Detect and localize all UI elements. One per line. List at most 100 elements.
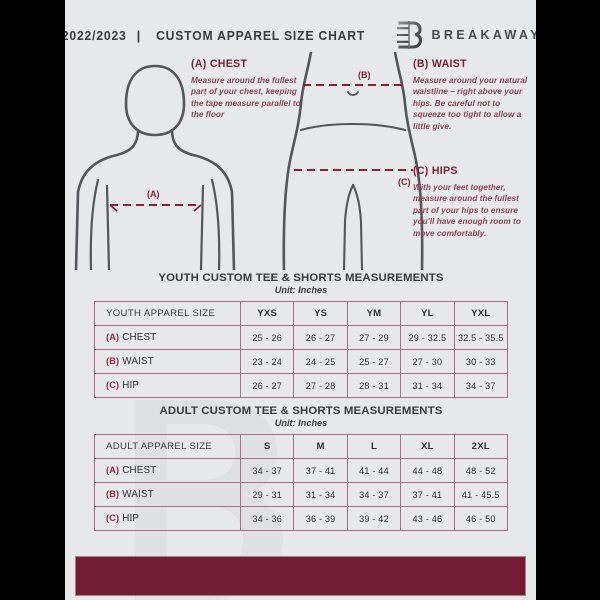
adult-row-1-name: WAIST: [122, 489, 154, 500]
brand-name: BREAKAWAY: [431, 28, 536, 42]
callout-hips: (C) HIPS With your feet together, measur…: [413, 165, 535, 239]
youth-table-title: YOUTH CUSTOM TEE & SHORTS MEASUREMENTS: [158, 272, 444, 284]
adult-col-2: L: [346, 434, 402, 459]
adult-row-1-label: (B) WAIST: [94, 482, 241, 507]
youth-size-table: YOUTH APPAREL SIZE YXS YS YM YL YXL (A) C…: [94, 301, 509, 398]
adult-cell-2-1: 36 - 39: [293, 506, 348, 531]
table-row: (B) WAIST 29 - 31 31 - 34 34 - 37 37 - 41…: [94, 482, 509, 507]
youth-cell-2-2: 28 - 31: [346, 373, 402, 398]
adult-cell-0-2: 41 - 44: [346, 458, 402, 483]
chest-measure-line: [109, 203, 202, 212]
callout-chest-heading: (A) CHEST: [191, 58, 248, 70]
youth-row-0-label: (A) CHEST: [94, 325, 241, 350]
youth-col-0: YXS: [239, 301, 295, 326]
adult-cell-0-1: 37 - 41: [293, 458, 348, 483]
adult-cell-1-4: 41 - 45.5: [453, 482, 509, 507]
adult-row-header-label: ADULT APPAREL SIZE: [94, 434, 241, 459]
adult-cell-1-3: 37 - 41: [400, 482, 455, 507]
lower-body-figure: [282, 52, 424, 270]
table-header-row: ADULT APPAREL SIZE S M L XL 2XL: [94, 434, 509, 459]
youth-cell-0-0: 25 - 26: [239, 325, 295, 350]
adult-row-2-name: HIP: [122, 513, 140, 524]
adult-col-4: 2XL: [453, 434, 509, 459]
adult-cell-2-0: 34 - 36: [239, 506, 295, 531]
youth-row-1-label: (B) WAIST: [94, 349, 241, 374]
table-header-row: YOUTH APPAREL SIZE YXS YS YM YL YXL: [94, 301, 509, 326]
youth-table-unit: Unit: Inches: [274, 285, 328, 295]
size-chart-page: 2022/2023 | CUSTOM APPAREL SIZE CHART: [65, 0, 536, 600]
breakaway-b-monogram-icon: [397, 21, 423, 49]
adult-cell-2-4: 46 - 50: [453, 506, 509, 531]
youth-cell-2-4: 34 - 37: [453, 373, 509, 398]
waist-marker-label: (B): [358, 70, 371, 80]
callout-chest-body: Measure around the fullest part of your …: [191, 76, 301, 120]
adult-cell-0-0: 34 - 37: [239, 458, 295, 483]
youth-cell-2-3: 31 - 34: [400, 373, 455, 398]
table-row: (B) WAIST 23 - 24 24 - 25 25 - 27 27 - 30…: [94, 349, 509, 374]
adult-cell-2-3: 43 - 46: [400, 506, 455, 531]
youth-cell-2-1: 27 - 28: [293, 373, 348, 398]
youth-col-4: YXL: [453, 301, 509, 326]
upper-body-figure: [74, 64, 236, 270]
youth-cell-1-2: 25 - 27: [346, 349, 402, 374]
adult-cell-1-0: 29 - 31: [239, 482, 295, 507]
header-season: 2022/2023: [65, 27, 127, 43]
adult-measurements-section: ADULT CUSTOM TEE & SHORTS MEASUREMENTS U…: [94, 405, 509, 531]
adult-col-1: M: [293, 434, 348, 459]
youth-cell-0-3: 29 - 32.5: [400, 325, 455, 350]
body-figures: (A) (B) (C): [74, 52, 424, 270]
table-row: (A) CHEST 34 - 37 37 - 41 41 - 44 44 - 48…: [94, 458, 509, 483]
adult-cell-0-3: 44 - 48: [400, 458, 455, 483]
adult-row-2-tag: (C): [106, 513, 120, 523]
youth-row-2-label: (C) HIP: [94, 373, 241, 398]
measurement-diagram: (A) (B) (C) (A) CHEST Measure around the…: [65, 52, 536, 270]
youth-row-0-tag: (A): [106, 332, 120, 342]
youth-col-1: YS: [293, 301, 348, 326]
callout-hips-heading: (C) HIPS: [413, 165, 458, 177]
page-title: CUSTOM APPAREL SIZE CHART: [156, 27, 366, 43]
youth-cell-1-1: 24 - 25: [293, 349, 348, 374]
table-row: (C) HIP 34 - 36 36 - 39 39 - 42 43 - 46 4…: [94, 506, 509, 531]
youth-col-2: YM: [346, 301, 402, 326]
adult-col-0: S: [239, 434, 295, 459]
youth-cell-0-2: 27 - 29: [346, 325, 402, 350]
brand-logo: BREAKAWAY: [396, 20, 536, 50]
header-separator: |: [136, 27, 141, 43]
callout-waist-body: Measure around your natural waistline – …: [413, 76, 528, 131]
adult-col-3: XL: [400, 434, 455, 459]
callout-chest: (A) CHEST Measure around the fullest par…: [191, 58, 303, 121]
adult-row-1-tag: (B): [106, 489, 120, 499]
youth-cell-1-0: 23 - 24: [239, 349, 295, 374]
youth-cell-0-1: 26 - 27: [293, 325, 348, 350]
adult-cell-0-4: 48 - 52: [453, 458, 509, 483]
hips-marker-label: (C): [398, 177, 411, 187]
youth-cell-1-3: 27 - 30: [400, 349, 455, 374]
callout-waist: (B) WAIST Measure around your natural wa…: [413, 58, 531, 132]
adult-table-unit: Unit: Inches: [274, 418, 328, 428]
adult-cell-2-2: 39 - 42: [346, 506, 402, 531]
youth-row-2-name: HIP: [122, 380, 140, 391]
table-row: (C) HIP 26 - 27 27 - 28 28 - 31 31 - 34 3…: [94, 373, 509, 398]
youth-cell-0-4: 32.5 - 35.5: [453, 325, 509, 350]
adult-cell-1-2: 34 - 37: [346, 482, 402, 507]
youth-row-2-tag: (C): [106, 380, 120, 390]
footer-accent-bar: [75, 556, 526, 596]
adult-row-2-label: (C) HIP: [94, 506, 241, 531]
chest-marker-label: (A): [147, 189, 160, 199]
youth-row-header-label: YOUTH APPAREL SIZE: [94, 301, 241, 326]
table-row: (A) CHEST 25 - 26 26 - 27 27 - 29 29 - 32…: [94, 325, 509, 350]
adult-size-table: ADULT APPAREL SIZE S M L XL 2XL (A) CHEST…: [94, 434, 509, 531]
youth-row-1-tag: (B): [106, 356, 120, 366]
adult-table-title: ADULT CUSTOM TEE & SHORTS MEASUREMENTS: [159, 405, 443, 417]
youth-col-3: YL: [400, 301, 455, 326]
adult-row-0-tag: (A): [106, 465, 120, 475]
adult-row-0-label: (A) CHEST: [94, 458, 241, 483]
callout-hips-body: With your feet together, measure around …: [413, 183, 521, 238]
youth-cell-2-0: 26 - 27: [239, 373, 295, 398]
youth-row-1-name: WAIST: [122, 356, 154, 367]
youth-row-0-name: CHEST: [122, 332, 157, 343]
adult-row-0-name: CHEST: [122, 465, 157, 476]
adult-cell-1-1: 31 - 34: [293, 482, 348, 507]
youth-cell-1-4: 30 - 33: [453, 349, 509, 374]
